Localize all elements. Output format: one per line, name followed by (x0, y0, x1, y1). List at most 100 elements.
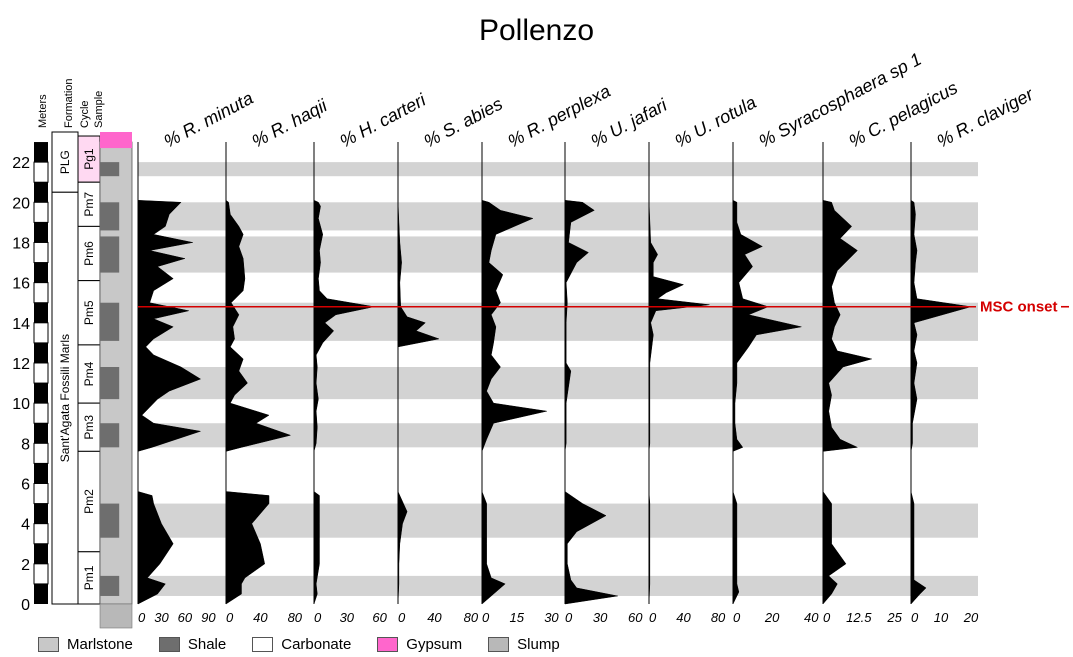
lithology-shale (100, 202, 120, 231)
legend-item: Slump (488, 636, 560, 653)
abundance-area (732, 199, 802, 605)
legend-label: Gypsum (406, 636, 463, 653)
x-tick-label: 90 (201, 610, 216, 625)
x-tick-label: 20 (963, 610, 979, 625)
lithology-slump (99, 603, 133, 629)
chart-title: Pollenzo (478, 14, 595, 47)
abundance-area (397, 200, 440, 605)
x-tick-label: 0 (911, 610, 919, 625)
meter-block-white (33, 322, 49, 344)
y-tick-label: 22 (12, 155, 30, 172)
lithology-shale (100, 503, 120, 538)
x-tick-label: 25 (886, 610, 902, 625)
meter-block-black (34, 142, 48, 163)
legend-label: Shale (187, 636, 227, 653)
meter-block-black (34, 423, 48, 444)
x-tick-label: 40 (676, 610, 691, 625)
formation-label: PLG (58, 150, 72, 174)
legend-swatch (488, 637, 510, 652)
abundance-area (225, 199, 292, 605)
meter-block-black (34, 503, 48, 524)
species-label: % R. minuta (160, 88, 256, 152)
meter-block-black (34, 342, 48, 363)
meter-block-white (33, 241, 49, 264)
y-tick-label: 6 (21, 476, 30, 493)
y-tick-label: 18 (12, 235, 30, 252)
x-tick-label: 30 (340, 610, 355, 625)
lithology-shale (100, 302, 120, 341)
lithology-shale (100, 366, 120, 400)
meter-block-white (33, 161, 49, 183)
abundance-area (910, 199, 972, 605)
shale-band (138, 575, 978, 596)
lithology-shale (100, 423, 120, 448)
legend-item: Marlstone (38, 636, 133, 653)
meter-block-black (34, 222, 48, 243)
y-tick-label: 4 (21, 517, 30, 534)
y-tick-label: 12 (12, 356, 30, 373)
cycle-label: Pm7 (82, 192, 96, 217)
meter-scale: 0 2 4 6 8 10 12 14 16 18 20 22 Meters (12, 94, 49, 614)
x-tick-label: 40 (253, 610, 268, 625)
shale-band (138, 162, 978, 177)
meter-block-white (33, 442, 49, 464)
cycle-label: Pm2 (82, 489, 96, 514)
x-tick-label: 0 (733, 610, 741, 625)
shale-band (138, 366, 978, 400)
abundance-area (481, 199, 547, 605)
shale-band (138, 302, 978, 341)
meter-block-black (34, 543, 48, 564)
meter-block-white (33, 402, 49, 424)
meter-block-white (33, 282, 49, 304)
cycle-label: Pm3 (82, 415, 96, 440)
x-tick-label: 60 (628, 610, 643, 625)
cycle-label: Pm5 (82, 300, 96, 325)
y-tick-label: 14 (12, 316, 30, 333)
meter-block-white (33, 201, 49, 223)
x-tick-label: 15 (509, 610, 524, 625)
formation-box (51, 191, 79, 605)
x-tick-label: 60 (372, 610, 387, 625)
meter-block-black (34, 383, 48, 404)
x-tick-label: 20 (764, 610, 780, 625)
cycle-label: Pg1 (82, 148, 96, 170)
cycle-header: Cycle (79, 100, 91, 128)
x-tick-label: 80 (711, 610, 726, 625)
species-label: % U. rotula (671, 92, 759, 151)
legend-swatch (158, 637, 180, 652)
x-tick-label: 40 (427, 610, 442, 625)
x-tick-label: 80 (288, 610, 303, 625)
x-tick-label: 30 (544, 610, 559, 625)
msc-onset: MSC onset (138, 299, 1069, 316)
x-tick-label: 80 (464, 610, 479, 625)
meter-block-black (34, 583, 48, 604)
x-tick-label: 0 (398, 610, 406, 625)
shale-band (138, 503, 978, 538)
legend-swatch (38, 637, 59, 652)
x-tick-label: 40 (804, 610, 819, 625)
meter-block-black (34, 463, 48, 484)
sample-header: Sample (93, 91, 105, 128)
formation-box (51, 131, 79, 193)
x-tick-label: 0 (482, 610, 490, 625)
y-tick-label: 10 (12, 396, 30, 413)
formation-header: Formation (63, 78, 75, 128)
meter-block-white (33, 563, 49, 585)
legend-item: Shale (158, 636, 227, 653)
x-tick-label: 0 (565, 610, 573, 625)
x-tick-label: 10 (934, 610, 949, 625)
lithology-gypsum (100, 132, 132, 149)
y-tick-label: 8 (21, 436, 30, 453)
species-label: % Syracosphaera sp 1 (755, 49, 924, 152)
msc-onset-label: MSC onset (980, 299, 1058, 316)
meter-block-black (34, 182, 48, 203)
species-panel: 0 12.5 25% C. pelagicus (822, 78, 961, 625)
legend-label: Slump (517, 636, 560, 653)
legend-label: Carbonate (281, 636, 352, 653)
x-tick-label: 30 (154, 610, 169, 625)
abundance-area (313, 199, 375, 605)
y-tick-label: 16 (12, 276, 30, 293)
meter-block-white (33, 362, 49, 384)
legend-label: Marlstone (67, 636, 133, 653)
